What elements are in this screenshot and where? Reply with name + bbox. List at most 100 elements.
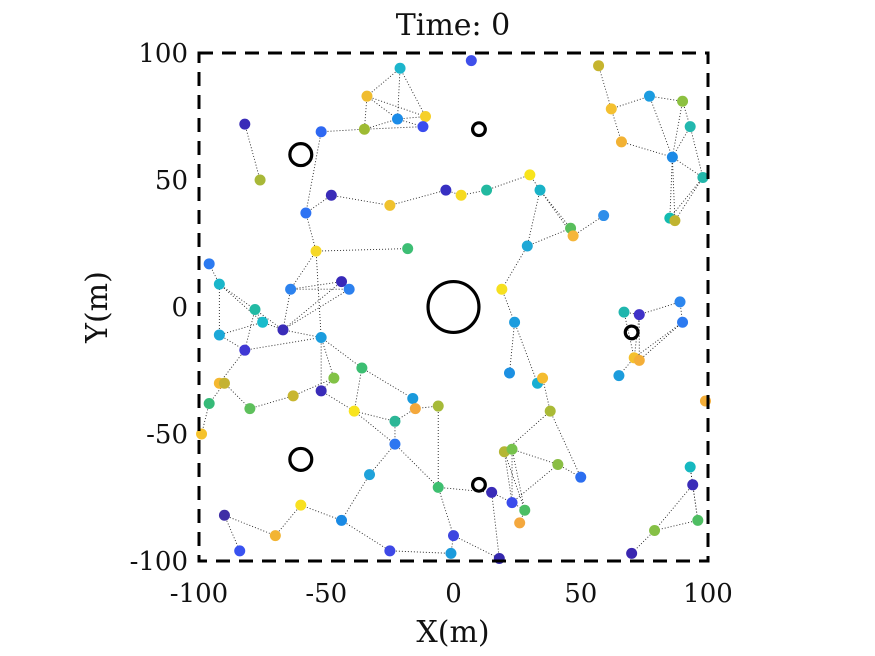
link-edge <box>224 515 241 552</box>
node-point <box>392 113 404 125</box>
link-edge <box>224 514 276 537</box>
node-point <box>521 240 533 252</box>
node-point <box>315 126 327 138</box>
node-point <box>389 415 401 427</box>
node-point <box>626 547 638 559</box>
link-edge <box>364 126 423 130</box>
link-edge <box>341 474 370 521</box>
node-point <box>649 525 661 537</box>
link-edge <box>539 189 574 237</box>
node-point <box>356 362 368 374</box>
node-point <box>269 530 281 542</box>
node-point <box>674 296 686 308</box>
link-edge <box>633 321 683 359</box>
plot-frame <box>197 51 710 563</box>
node-point <box>213 329 225 341</box>
node-point <box>239 118 251 130</box>
x-axis-label: X(m) <box>416 615 489 650</box>
node-point <box>384 545 396 557</box>
link-edge <box>654 484 694 531</box>
node-point <box>203 258 215 270</box>
y-tick-labels: -100 -50 0 50 100 <box>130 39 188 577</box>
node-point <box>448 530 459 542</box>
node-point <box>534 184 546 196</box>
node-point <box>417 121 429 133</box>
node-point <box>203 398 215 410</box>
x-tick-labels: -100 -50 0 50 100 <box>170 579 733 609</box>
link-edge <box>292 377 335 397</box>
node-point <box>519 504 531 516</box>
link-edge <box>689 126 704 178</box>
node-point <box>361 90 373 102</box>
link-edge <box>389 189 446 206</box>
link-edge <box>320 390 355 412</box>
node-point <box>254 174 266 186</box>
node-point <box>328 372 340 384</box>
y-axis-label: Y(m) <box>80 271 115 344</box>
link-edge <box>331 194 390 206</box>
link-edge <box>305 131 322 214</box>
node-point <box>389 438 401 450</box>
node-point <box>239 344 251 356</box>
link-edge <box>354 410 396 422</box>
node-point <box>409 403 421 415</box>
link-edge <box>305 194 332 214</box>
node-point <box>440 184 452 196</box>
y-tick-label: -50 <box>146 420 188 450</box>
link-edge <box>511 449 526 511</box>
link-edge <box>219 283 263 323</box>
link-edge <box>511 464 559 503</box>
node-point <box>633 354 645 366</box>
link-edge <box>320 337 335 379</box>
obstacle-circle <box>470 476 487 493</box>
node-point <box>506 497 518 509</box>
link-edge <box>671 101 683 158</box>
link-edge <box>321 128 365 133</box>
link-edge <box>320 337 363 369</box>
link-edge <box>397 68 401 120</box>
node-point <box>692 514 704 526</box>
node-point <box>666 151 678 163</box>
link-edge <box>399 68 426 117</box>
node-point <box>598 210 610 222</box>
link-edge <box>572 215 604 237</box>
node-point <box>257 316 269 328</box>
link-edge <box>282 288 350 331</box>
node-point <box>218 377 230 389</box>
link-edge <box>453 535 500 559</box>
node-point <box>669 215 681 227</box>
node-point <box>684 461 696 473</box>
node-point <box>496 283 508 295</box>
link-edge <box>539 189 571 229</box>
link-edge <box>654 519 698 531</box>
obstacle-circle <box>623 324 640 341</box>
node-point <box>615 136 627 148</box>
node-point <box>524 169 536 181</box>
node-point <box>552 458 564 470</box>
node-point <box>394 62 406 74</box>
obstacle-circle <box>288 142 314 168</box>
node-point <box>432 400 444 412</box>
link-edge <box>527 227 571 247</box>
obstacles-layer <box>288 121 640 493</box>
node-point <box>506 443 518 455</box>
link-edge <box>503 451 526 511</box>
link-edge <box>486 174 530 191</box>
node-point <box>432 481 444 493</box>
link-edge <box>611 95 650 110</box>
node-point <box>486 486 498 498</box>
node-point <box>358 123 370 135</box>
link-edge <box>672 156 704 178</box>
node-point <box>503 367 515 379</box>
node-point <box>364 469 376 481</box>
link-edge <box>621 141 673 158</box>
link-edge <box>300 504 342 521</box>
node-point <box>196 428 208 440</box>
node-point <box>687 479 699 491</box>
link-edge <box>282 329 322 338</box>
y-tick-label: 50 <box>155 166 188 196</box>
node-point <box>605 103 617 115</box>
link-edge <box>316 248 408 252</box>
x-tick-label: -100 <box>170 579 228 609</box>
